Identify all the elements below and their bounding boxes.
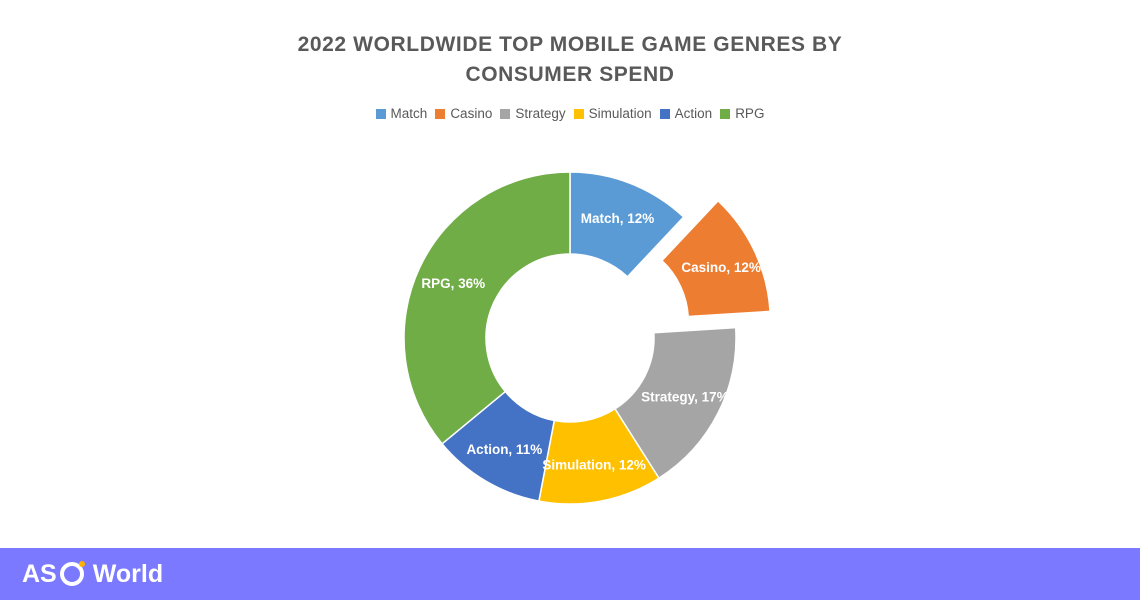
logo-text-aso: AS: [22, 560, 57, 588]
legend-item-strategy: Strategy: [500, 106, 566, 121]
legend-item-match: Match: [375, 106, 428, 121]
data-label-simulation: Simulation, 12%: [542, 458, 646, 473]
data-label-action: Action, 11%: [466, 442, 542, 457]
legend-label: RPG: [735, 106, 765, 121]
legend-item-simulation: Simulation: [573, 106, 652, 121]
logo-text-world: World: [92, 560, 164, 588]
donut-chart: Match, 12% Casino, 12% Strategy, 17% Simula…: [403, 171, 771, 505]
legend-label: Action: [674, 106, 713, 121]
legend-swatch: [375, 108, 386, 119]
legend-item-action: Action: [659, 106, 713, 121]
logo-o-icon: [59, 561, 85, 586]
legend-label: Strategy: [515, 106, 566, 121]
legend-label: Casino: [450, 106, 493, 121]
legend-label: Simulation: [588, 106, 652, 121]
data-label-strategy: Strategy, 17%: [641, 390, 729, 405]
donut-slice-casino: [660, 199, 771, 318]
legend-swatch: [435, 108, 446, 119]
data-label-match: Match, 12%: [581, 211, 655, 226]
chart-title-line-2: CONSUMER SPEND: [465, 63, 675, 86]
chart-title-line-1: 2022 WORLDWIDE TOP MOBILE GAME GENRES BY: [297, 33, 843, 56]
data-label-casino: Casino, 12%: [681, 260, 761, 275]
data-label-rpg: RPG, 36%: [421, 276, 485, 291]
legend-label: Match: [390, 106, 428, 121]
legend-item-casino: Casino: [435, 106, 492, 121]
legend-swatch: [573, 108, 584, 119]
aso-world-logo[interactable]: AS World: [22, 558, 163, 590]
legend-item-rpg: RPG: [720, 106, 764, 121]
donut-slice-match: [569, 171, 685, 278]
footer-bar: AS World: [0, 548, 1140, 600]
legend-swatch: [500, 108, 511, 119]
legend-swatch: [720, 108, 731, 119]
donut-slice-rpg: [403, 171, 571, 445]
legend-swatch: [659, 108, 670, 119]
chart-title: 2022 WORLDWIDE TOP MOBILE GAME GENRES BY…: [0, 30, 1140, 90]
donut-slice-strategy: [613, 326, 737, 480]
chart-legend: Match Casino Strategy Simulation Action RPG: [0, 106, 1140, 121]
